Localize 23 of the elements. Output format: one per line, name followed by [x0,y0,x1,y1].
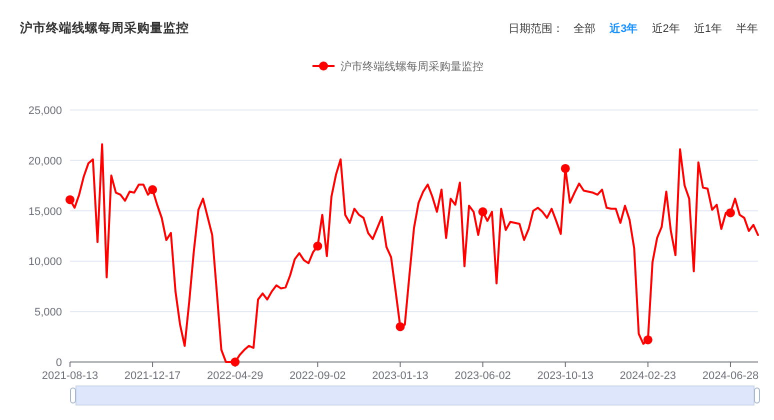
y-tick-label: 15,000 [28,206,62,218]
x-tick-label: 2024-06-28 [702,370,759,382]
legend-label: 沪市终端线螺每周采购量监控 [340,61,484,73]
x-tick-label: 2024-02-23 [620,370,676,382]
y-tick-label: 0 [56,357,62,369]
x-tick-label: 2023-01-13 [372,370,428,382]
y-tick-label: 10,000 [28,256,62,268]
range-option-label: 全部 [574,23,596,35]
range-option-label: 半年 [736,23,758,35]
x-tick-label: 2022-04-29 [206,370,264,382]
y-tick-label: 20,000 [28,155,62,168]
x-tick-label: 2021-08-13 [42,370,98,382]
x-tick-label: 2022-09-02 [290,370,346,382]
x-tick-label: 2023-06-02 [454,370,511,382]
y-tick-label: 25,000 [28,105,62,117]
range-option-label: 近1年 [694,23,722,35]
range-option-label: 近3年 [610,23,638,35]
range-option-label: 近2年 [652,23,680,35]
x-tick-label: 2023-10-13 [537,370,594,382]
range-caption: 日期范围： [508,23,564,35]
x-tick-label: 2021-12-17 [124,370,181,382]
y-tick-label: 5,000 [34,306,62,319]
title: 沪市终端线螺每周采购量监控 [20,21,189,35]
